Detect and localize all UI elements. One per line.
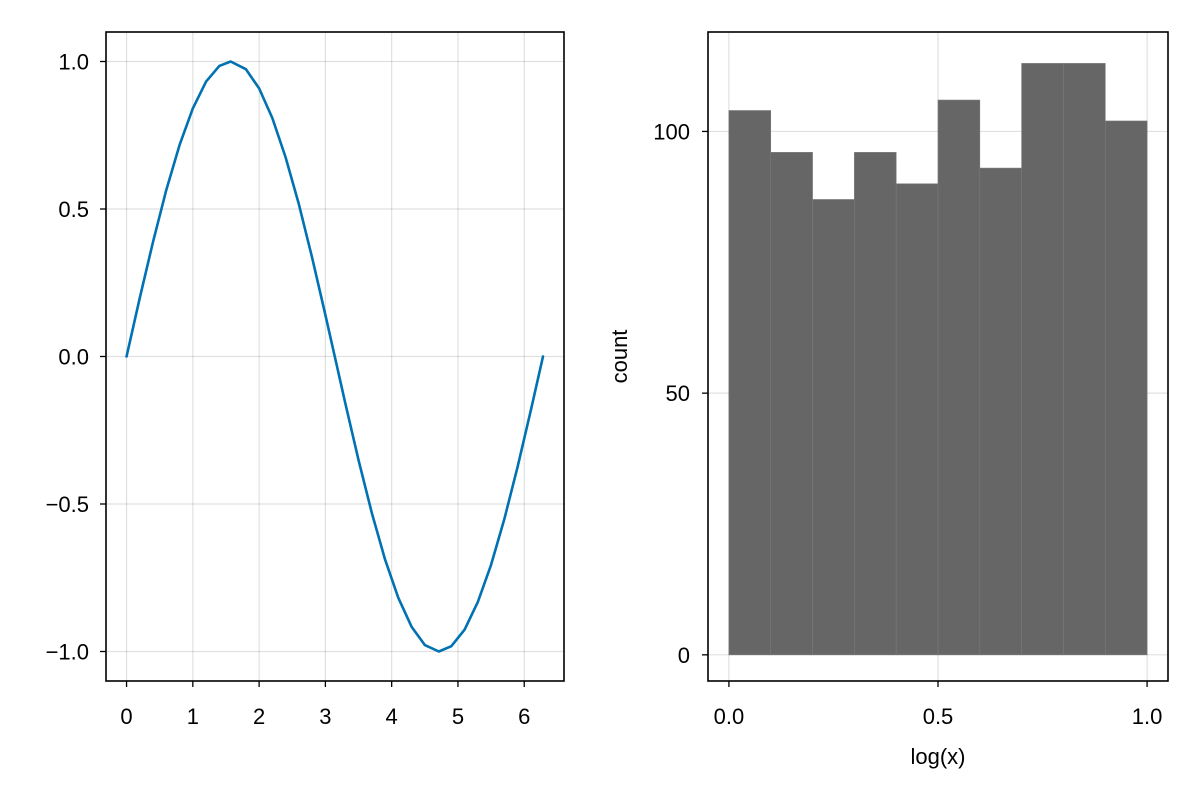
- histogram-bar: [895, 183, 939, 656]
- histogram-bar: [937, 99, 981, 656]
- y-tick-label: 0.5: [58, 197, 89, 222]
- y-tick-label: 1.0: [58, 50, 89, 75]
- y-tick-label: 0.0: [58, 345, 89, 370]
- sine-series-line: [125, 60, 545, 653]
- x-axis-title: log(x): [910, 744, 965, 769]
- x-tick-label: 0: [120, 704, 132, 729]
- y-tick-label: 100: [653, 119, 690, 144]
- y-tick-label: 0: [678, 643, 690, 668]
- sine-line-chart: 0 1 2 3 4 5 6 −1.0 −0.5 0.0 0.5 1.0: [46, 31, 565, 729]
- histogram-bar: [979, 167, 1022, 656]
- y-tick-label: −0.5: [46, 492, 89, 517]
- y-tick-label: 50: [666, 381, 690, 406]
- x-tick-label: 4: [386, 704, 398, 729]
- x-tick-label: 6: [518, 704, 530, 729]
- x-tick-label: 5: [452, 704, 464, 729]
- x-tick-label: 3: [319, 704, 331, 729]
- histogram-bar: [854, 152, 897, 656]
- x-tick-label: 1: [187, 704, 199, 729]
- x-tick-label: 0.5: [923, 704, 954, 729]
- histogram-bar: [1021, 63, 1064, 656]
- histogram-bar: [1104, 120, 1148, 656]
- y-axis-title: count: [607, 330, 632, 384]
- histogram-chart: 0.0 0.5 1.0 0 50 100 log(x) count: [607, 31, 1169, 769]
- y-tick-label: −1.0: [46, 640, 89, 665]
- histogram-bar: [728, 110, 772, 656]
- x-tick-label: 2: [253, 704, 265, 729]
- x-tick-label: 0.0: [714, 704, 745, 729]
- histogram-bar: [1063, 63, 1106, 656]
- histogram-bar: [770, 152, 813, 656]
- x-tick-label: 1.0: [1132, 704, 1163, 729]
- histogram-bar: [812, 199, 855, 656]
